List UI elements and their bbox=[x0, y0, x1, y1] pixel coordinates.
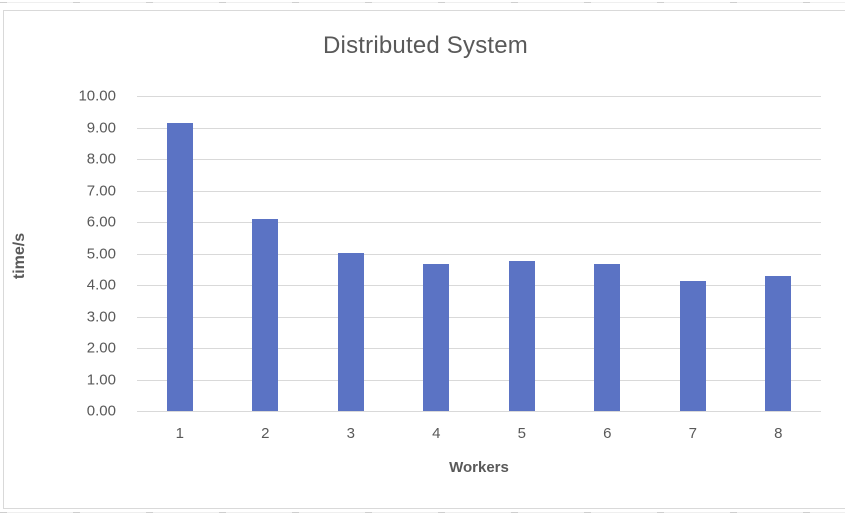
gridline bbox=[137, 285, 821, 286]
gridline bbox=[137, 96, 821, 97]
gridline bbox=[137, 348, 821, 349]
bar-workers-5 bbox=[508, 261, 535, 411]
spreadsheet-gridline-bottom bbox=[0, 512, 845, 513]
y-axis-tick-labels: 10.00 9.00 8.00 7.00 6.00 5.00 4.00 3.00 2.00 1.0… bbox=[4, 88, 116, 420]
gridline bbox=[137, 316, 821, 318]
chart-title: Distributed System bbox=[323, 32, 528, 59]
x-tick-label: 4 bbox=[432, 425, 441, 442]
plot-area bbox=[137, 96, 821, 412]
x-tick-label: 8 bbox=[774, 425, 783, 442]
x-tick-label: 3 bbox=[346, 425, 355, 442]
y-tick-label: 8.00 bbox=[86, 150, 116, 168]
gridline bbox=[137, 379, 821, 381]
gridline bbox=[137, 411, 821, 412]
x-tick-label: 5 bbox=[517, 425, 526, 442]
y-tick-label: 9.00 bbox=[86, 119, 116, 136]
bar-workers-4 bbox=[423, 264, 450, 411]
y-tick-label: 10.00 bbox=[78, 87, 116, 105]
y-tick-label: 2.00 bbox=[86, 339, 116, 357]
y-tick-label: 1.00 bbox=[86, 371, 116, 388]
chart-frame: Distributed System 10.00 9.00 8.00 7.00 6.00… bbox=[3, 10, 845, 509]
y-tick-label: 3.00 bbox=[86, 308, 116, 325]
y-axis-title: time/s bbox=[11, 232, 28, 280]
y-tick-label: 0.00 bbox=[86, 402, 116, 420]
gridline bbox=[137, 222, 821, 223]
spreadsheet-gridline-top bbox=[0, 2, 845, 3]
y-tick-label: 5.00 bbox=[86, 245, 116, 262]
bar-workers-6 bbox=[594, 263, 621, 411]
bar-workers-3 bbox=[337, 252, 364, 411]
y-tick-label: 7.00 bbox=[86, 182, 116, 199]
gridline bbox=[137, 127, 821, 129]
x-tick-label: 2 bbox=[261, 425, 270, 442]
gridline bbox=[137, 159, 821, 160]
x-tick-label: 7 bbox=[688, 425, 697, 442]
gridline bbox=[137, 253, 821, 255]
gridline bbox=[137, 190, 821, 192]
x-axis-tick-labels: 1 2 3 4 5 6 7 8 bbox=[137, 425, 821, 445]
y-tick-label: 6.00 bbox=[86, 213, 116, 231]
bar-workers-7 bbox=[679, 281, 706, 411]
x-axis-title: Workers bbox=[449, 459, 509, 476]
bar-workers-8 bbox=[765, 276, 792, 411]
bar-workers-1 bbox=[166, 123, 193, 411]
y-tick-label: 4.00 bbox=[86, 276, 116, 294]
x-tick-label: 1 bbox=[175, 425, 184, 442]
bar-workers-2 bbox=[252, 219, 279, 411]
x-tick-label: 6 bbox=[603, 425, 612, 442]
